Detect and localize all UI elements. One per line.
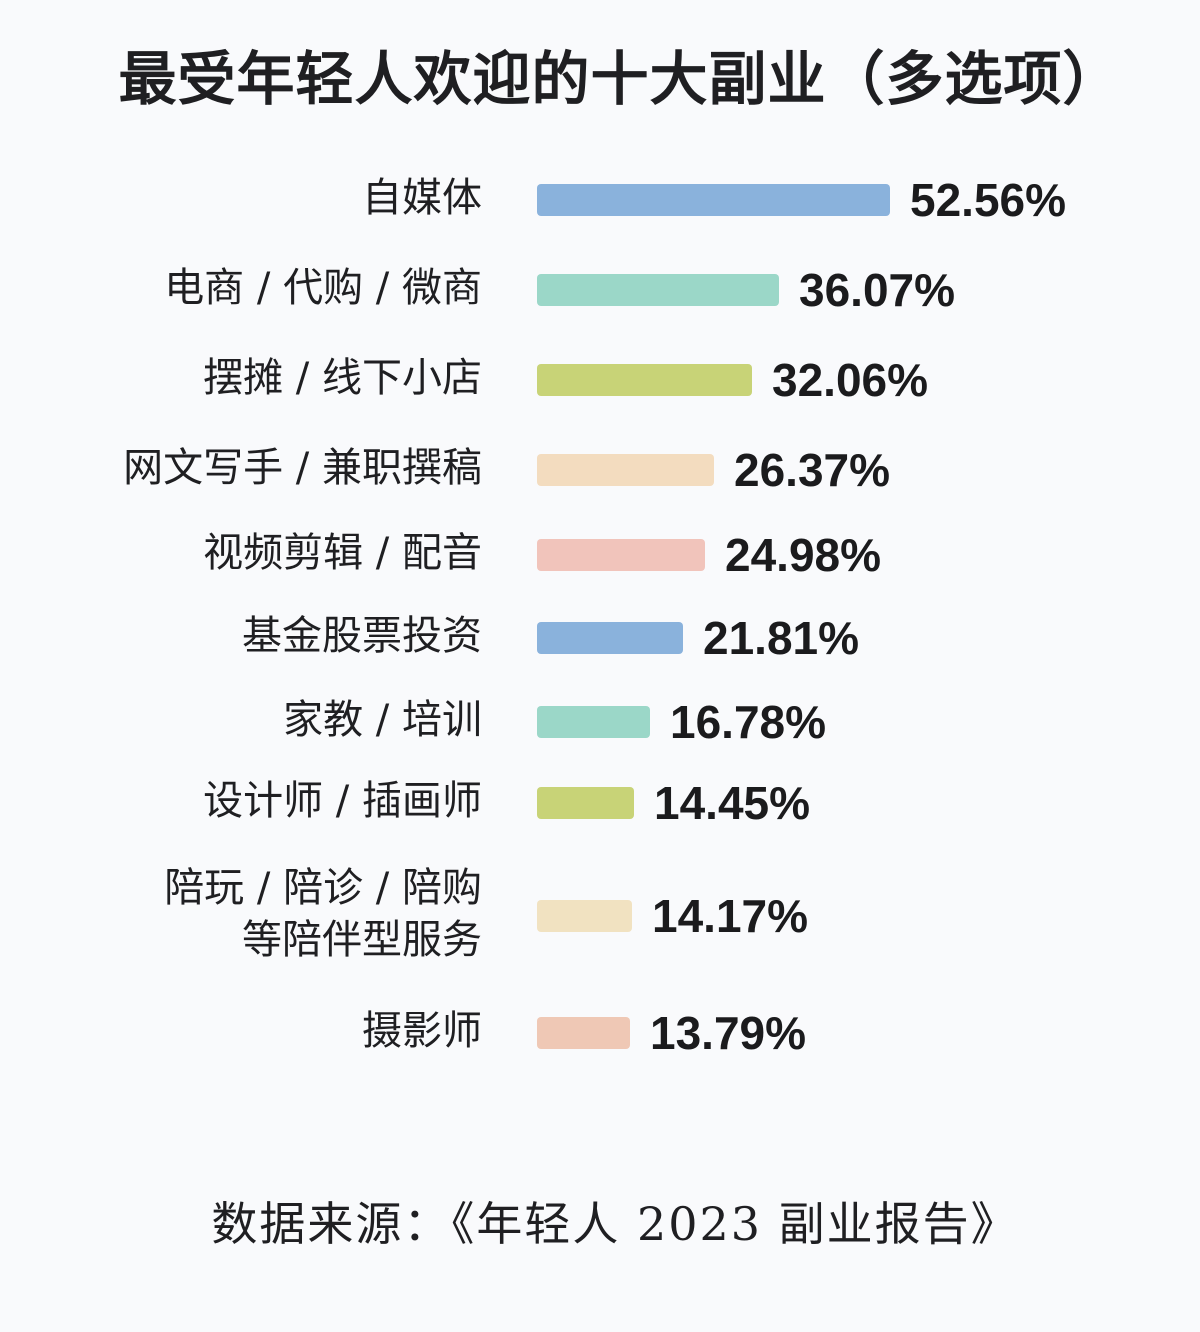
bar-value-label: 13.79%	[650, 1007, 807, 1059]
bar-label: 家教 / 培训	[283, 697, 482, 743]
bar-value-label: 14.45%	[654, 777, 811, 829]
bar-value-label: 26.37%	[734, 444, 891, 496]
bar-value-label: 32.06%	[772, 354, 929, 406]
bar-label: 网文写手 / 兼职撰稿	[123, 445, 482, 491]
data-source-note: 数据来源：《年轻人 2023 副业报告》	[211, 1197, 1019, 1251]
bar-label: 摆摊 / 线下小店	[203, 355, 482, 401]
bar	[537, 622, 683, 654]
bar	[537, 1017, 630, 1049]
bar-label: 电商 / 代购 / 微商	[164, 265, 482, 311]
bar-value-label: 52.56%	[910, 174, 1067, 226]
bar-label: 视频剪辑 / 配音	[203, 530, 482, 576]
bar	[537, 454, 714, 486]
bar-value-label: 24.98%	[725, 529, 882, 581]
bar	[537, 706, 650, 738]
bar-value-label: 21.81%	[703, 612, 860, 664]
bar-label: 陪玩 / 陪诊 / 陪购 等陪伴型服务	[164, 865, 482, 963]
bar-value-label: 36.07%	[799, 264, 956, 316]
bar	[537, 787, 634, 819]
bar-label: 设计师 / 插画师	[203, 778, 482, 824]
bar	[537, 364, 752, 396]
bar-value-label: 14.17%	[652, 890, 809, 942]
bar-value-label: 16.78%	[670, 696, 827, 748]
chart-title: 最受年轻人欢迎的十大副业（多选项）	[118, 45, 1122, 113]
bar	[537, 274, 779, 306]
bar-label: 摄影师	[362, 1008, 482, 1054]
bar	[537, 184, 890, 216]
bar-label: 基金股票投资	[242, 613, 482, 659]
bar	[537, 539, 705, 571]
bar-label: 自媒体	[362, 175, 482, 221]
bar	[537, 900, 632, 932]
